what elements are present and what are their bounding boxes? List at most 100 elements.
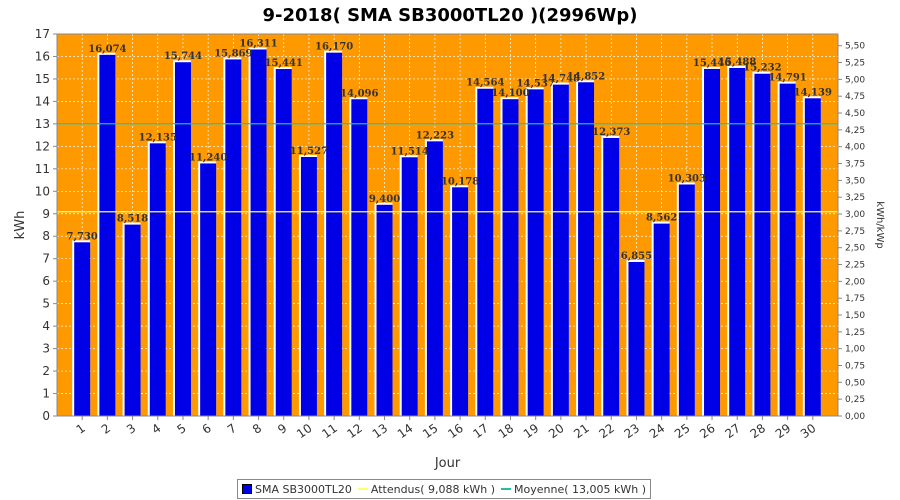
x-tick-label: 2 bbox=[99, 421, 113, 437]
bar bbox=[779, 83, 796, 417]
reference-lines bbox=[57, 123, 838, 213]
bar-value-label: 12,135 bbox=[139, 132, 177, 143]
bar-value-label: 16,311 bbox=[239, 38, 277, 49]
bar-value-label: 8,562 bbox=[646, 213, 677, 224]
bar-value-label: 14,537 bbox=[517, 78, 555, 89]
bar-value-label: 15,446 bbox=[693, 58, 731, 69]
bar-value-label: 11,240 bbox=[189, 152, 227, 163]
y-tick-label: 2 bbox=[42, 364, 50, 378]
y-tick-label: 15 bbox=[35, 72, 50, 86]
y-right-tick-label: 1,00 bbox=[845, 345, 865, 355]
y-tick-label: 7 bbox=[42, 252, 50, 266]
x-tick-label: 3 bbox=[124, 421, 138, 437]
bar bbox=[426, 141, 443, 417]
x-tick-label: 14 bbox=[395, 421, 416, 441]
x-tick-label: 15 bbox=[420, 421, 441, 441]
bar bbox=[275, 69, 292, 416]
x-axis-label: Jour bbox=[434, 456, 461, 471]
bar bbox=[754, 73, 771, 416]
y-tick-label: 0 bbox=[42, 409, 50, 423]
y-tick-label: 4 bbox=[42, 319, 50, 333]
legend-item-expected: Attendus( 9,088 kWh ) bbox=[357, 483, 495, 496]
x-tick-label: 7 bbox=[225, 421, 239, 437]
x-tick-label: 25 bbox=[672, 421, 693, 441]
y-tick-label: 3 bbox=[42, 342, 50, 356]
bar-value-label: 7,730 bbox=[67, 231, 98, 242]
bar bbox=[578, 82, 595, 417]
bar-value-label: 9,400 bbox=[369, 194, 400, 205]
y-tick-label: 17 bbox=[35, 27, 50, 41]
y-right-tick-label: 4,50 bbox=[845, 109, 865, 119]
y-right-tick-label: 1,50 bbox=[845, 311, 865, 321]
x-tick-label: 12 bbox=[344, 421, 365, 441]
y-right-axis-ticks: 0,00 0,25 0,50 0,75 1,00 1,25 1,50 1,75 2,00 2,25… bbox=[838, 42, 865, 422]
bar bbox=[653, 223, 670, 416]
y-tick-label: 6 bbox=[42, 274, 50, 288]
bar-value-label: 15,869 bbox=[214, 48, 252, 59]
y-tick-label: 10 bbox=[35, 184, 50, 198]
y-right-tick-label: 0,50 bbox=[845, 378, 865, 388]
y-right-tick-label: 2,50 bbox=[845, 244, 865, 254]
bar-labels: 7,730 16,074 8,518 12,135 15,744 11,240 15,869… bbox=[67, 38, 832, 261]
bar-value-label: 10,303 bbox=[668, 173, 706, 184]
y-right-tick-label: 4,00 bbox=[845, 143, 865, 153]
bar bbox=[74, 242, 91, 416]
bar-value-label: 15,744 bbox=[164, 51, 202, 62]
bar-value-label: 16,074 bbox=[88, 44, 126, 55]
y-axis-label: kWh bbox=[13, 211, 28, 240]
bar-value-label: 15,232 bbox=[743, 63, 781, 74]
legend-swatch-average bbox=[501, 488, 512, 490]
x-tick-label: 21 bbox=[571, 421, 592, 441]
bar bbox=[729, 67, 746, 417]
y-right-tick-label: 1,25 bbox=[845, 328, 865, 338]
bar bbox=[804, 98, 821, 416]
y-tick-label: 5 bbox=[42, 297, 50, 311]
y-right-tick-label: 0,25 bbox=[845, 395, 865, 405]
x-tick-label: 19 bbox=[521, 421, 542, 441]
legend-item-average: Moyenne( 13,005 kWh ) bbox=[501, 483, 646, 496]
legend-swatch-expected bbox=[357, 488, 368, 490]
bar bbox=[376, 204, 393, 416]
bar bbox=[351, 99, 368, 417]
y-tick-label: 13 bbox=[35, 117, 50, 131]
bar-value-label: 12,223 bbox=[416, 130, 454, 141]
bar bbox=[300, 156, 317, 416]
bar-value-label: 14,139 bbox=[794, 87, 832, 98]
y-right-tick-label: 5,25 bbox=[845, 59, 865, 69]
y-tick-label: 11 bbox=[35, 162, 50, 176]
bar-value-label: 14,096 bbox=[340, 88, 378, 99]
x-tick-label: 10 bbox=[294, 421, 315, 441]
bar bbox=[401, 157, 418, 416]
x-tick-label: 30 bbox=[798, 421, 819, 441]
chart-title: 9-2018( SMA SB3000TL20 )(2996Wp) bbox=[262, 5, 637, 26]
x-tick-label: 4 bbox=[149, 421, 163, 437]
x-tick-label: 20 bbox=[546, 421, 567, 441]
bar-value-label: 14,748 bbox=[542, 74, 580, 85]
x-tick-label: 29 bbox=[773, 421, 794, 441]
y-right-tick-label: 4,75 bbox=[845, 92, 865, 102]
y-right-tick-label: 2,00 bbox=[845, 277, 865, 287]
axes bbox=[56, 33, 839, 417]
bar bbox=[99, 54, 116, 416]
bar-value-label: 14,564 bbox=[466, 78, 504, 89]
bar bbox=[527, 89, 544, 416]
legend-item-production: SMA SB3000TL20 bbox=[242, 483, 352, 496]
bar-value-label: 11,527 bbox=[290, 146, 328, 157]
y-right-tick-label: 4,25 bbox=[845, 126, 865, 136]
bar-value-label: 14,100 bbox=[491, 88, 529, 99]
legend-label-production: SMA SB3000TL20 bbox=[255, 482, 352, 496]
x-tick-label: 1 bbox=[74, 421, 88, 437]
x-tick-label: 18 bbox=[496, 421, 517, 441]
bars bbox=[72, 47, 821, 417]
bar-value-label: 15,441 bbox=[265, 58, 303, 69]
plot-border bbox=[56, 33, 839, 417]
bar bbox=[250, 49, 267, 416]
bar-value-label: 10,178 bbox=[441, 176, 479, 187]
legend-swatch-production bbox=[242, 484, 252, 494]
x-tick-label: 23 bbox=[622, 421, 643, 441]
x-tick-label: 17 bbox=[470, 421, 491, 441]
x-axis-ticks: 1 2 3 4 5 6 7 8 9 10 11 12 13 14 15 16 17 18 19 20 21 22 23 24 2… bbox=[74, 416, 819, 441]
x-tick-label: 11 bbox=[319, 421, 340, 441]
